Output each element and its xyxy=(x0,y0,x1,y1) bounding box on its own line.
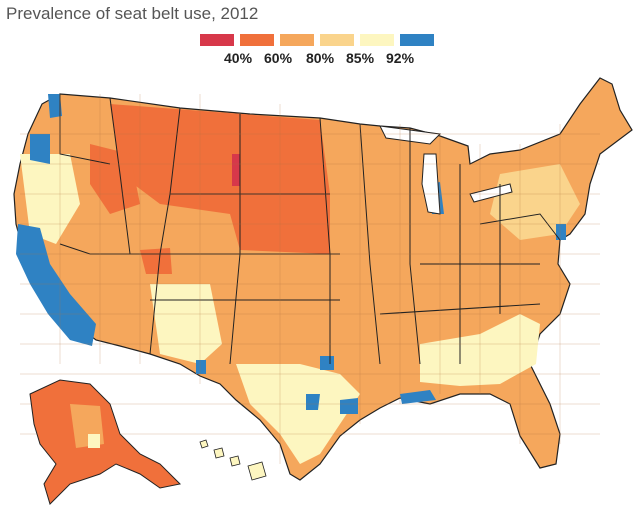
county-lines xyxy=(20,94,600,464)
gulf-blue xyxy=(400,390,436,404)
texas-blue-houston xyxy=(340,398,358,414)
legend-swatch-85 xyxy=(320,34,354,46)
dakota-strip xyxy=(232,154,240,186)
california-blue xyxy=(16,224,96,346)
legend-swatch-90 xyxy=(360,34,394,46)
legend-label-85: 85% xyxy=(346,50,375,66)
lake-michigan xyxy=(421,153,441,215)
elpaso-blue xyxy=(196,360,206,374)
texas-blue-dallas xyxy=(320,356,334,370)
region-pale-texas xyxy=(236,364,360,464)
oregon-blue xyxy=(30,134,50,164)
texas-blue-austin xyxy=(306,394,320,410)
alaska-pale xyxy=(88,434,100,448)
legend-swatch-92 xyxy=(400,34,434,46)
map-legend: 40% 60% 80% 85% 92% xyxy=(200,34,440,70)
lake-erie xyxy=(469,183,513,203)
region-pale-newmexico xyxy=(150,284,222,364)
map-svg xyxy=(13,77,633,505)
idaho-red xyxy=(90,144,140,214)
map-title: Prevalence of seat belt use, 2012 xyxy=(6,4,259,23)
legend-label-40: 40% xyxy=(224,50,253,66)
us-map xyxy=(0,64,640,522)
legend-label-92: 92% xyxy=(386,50,415,66)
legend-swatch-60 xyxy=(240,34,274,46)
dc-blue xyxy=(556,224,566,240)
alaska xyxy=(29,379,182,505)
region-pale-northeast xyxy=(490,164,580,240)
legend-label-60: 60% xyxy=(264,50,293,66)
region-pale-west xyxy=(20,154,80,244)
legend-swatch-80 xyxy=(280,34,314,46)
legend-swatch-40 xyxy=(200,34,234,46)
hawaii xyxy=(199,439,267,481)
legend-label-80: 80% xyxy=(306,50,335,66)
washington-blue xyxy=(48,94,62,118)
north-plains xyxy=(110,104,330,254)
